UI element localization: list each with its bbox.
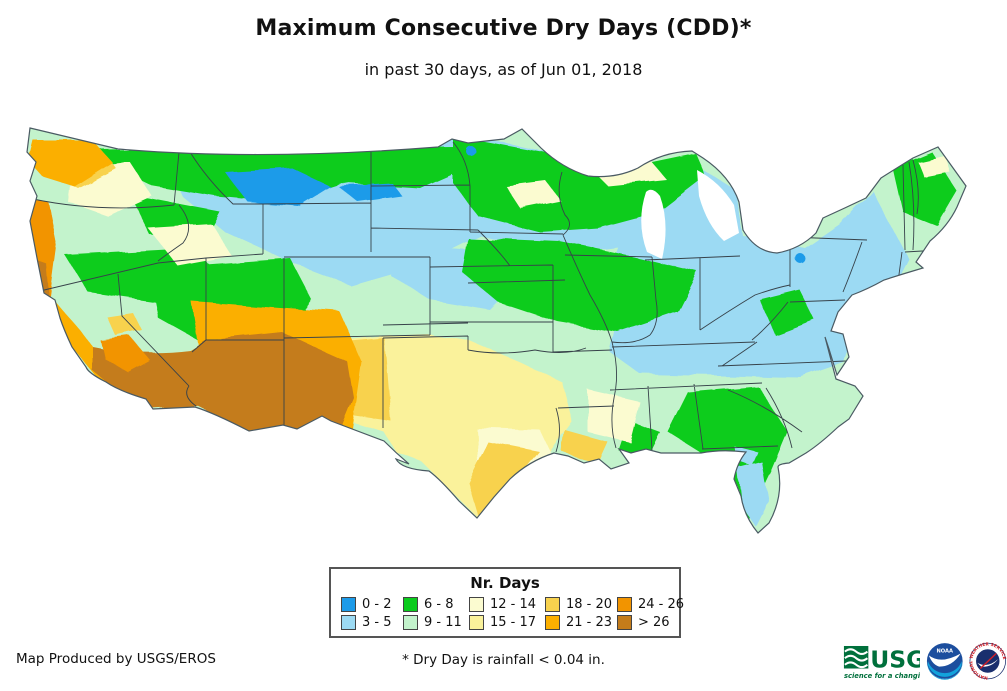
legend-item: > 26: [617, 614, 687, 630]
page-subtitle: in past 30 days, as of Jun 01, 2018: [364, 60, 643, 79]
legend-swatch: [469, 614, 484, 630]
legend-swatch: [469, 596, 484, 612]
noaa-logo: NOAA: [926, 643, 963, 680]
footnote-text: * Dry Day is rainfall < 0.04 in.: [402, 652, 605, 668]
usgs-logo: USGS science for a changing world: [843, 646, 920, 680]
nws-logo: NATIONAL WEATHER SERVICE: [969, 641, 1007, 680]
svg-text:NOAA: NOAA: [936, 649, 953, 655]
legend-item: 21 - 23: [545, 614, 617, 630]
legend-item: 15 - 17: [469, 614, 545, 630]
legend-swatch: [341, 614, 356, 630]
credit-text: Map Produced by USGS/EROS: [16, 651, 216, 667]
agency-logos: USGS science for a changing world NOAA N…: [843, 636, 1007, 686]
state-borders: [32, 141, 941, 453]
legend: Nr. Days 0 - 2 6 - 8 12 - 14 18 - 20 24 …: [329, 567, 684, 638]
legend-swatch: [617, 614, 632, 630]
legend-swatch: [403, 596, 418, 612]
legend-grid: 0 - 2 6 - 8 12 - 14 18 - 20 24 - 26 3 - …: [331, 592, 684, 630]
legend-item: 6 - 8: [403, 596, 469, 612]
legend-swatch: [341, 596, 356, 612]
svg-text:science for a changing world: science for a changing world: [844, 672, 920, 680]
page-title: Maximum Consecutive Dry Days (CDD)*: [255, 16, 752, 41]
legend-swatch: [545, 596, 560, 612]
svg-text:USGS: USGS: [870, 646, 920, 674]
us-outline: [26, 127, 967, 534]
us-dry-days-map: [26, 127, 967, 534]
legend-item: 9 - 11: [403, 614, 469, 630]
legend-title: Nr. Days: [470, 574, 540, 592]
legend-swatch: [545, 614, 560, 630]
legend-item: 3 - 5: [341, 614, 403, 630]
legend-item: 24 - 26: [617, 596, 687, 612]
legend-item: 0 - 2: [341, 596, 403, 612]
legend-swatch: [403, 614, 418, 630]
legend-item: 18 - 20: [545, 596, 617, 612]
legend-item: 12 - 14: [469, 596, 545, 612]
lake-michigan: [641, 189, 666, 259]
lake-huron: [697, 170, 739, 241]
legend-swatch: [617, 596, 632, 612]
map-color-regions: [27, 133, 958, 526]
